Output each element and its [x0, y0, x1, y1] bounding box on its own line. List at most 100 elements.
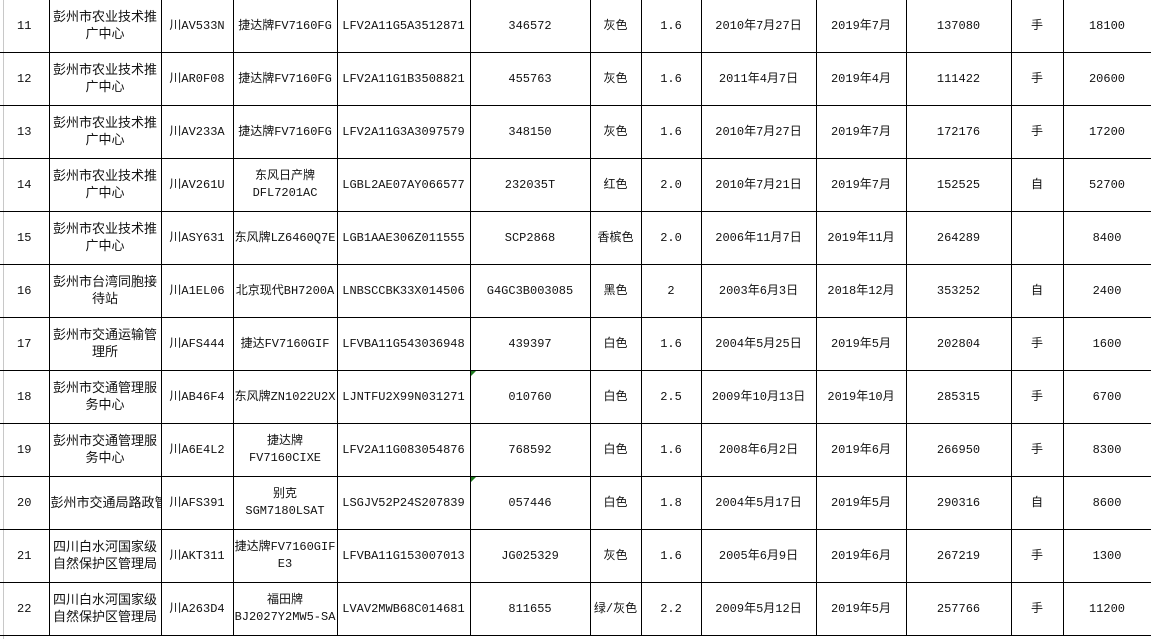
cell-register-date[interactable]: 2009年10月13日	[700, 370, 817, 424]
cell-displacement[interactable]: 1.8	[640, 476, 702, 530]
cell-engine-no[interactable]: 811655	[469, 582, 591, 636]
cell-price[interactable]: 1600	[1062, 317, 1151, 371]
cell-displacement[interactable]: 1.6	[640, 105, 702, 159]
cell-vin[interactable]: LFV2A11G1B3508821	[336, 52, 471, 106]
cell-engine-no[interactable]: 768592	[469, 423, 591, 477]
cell-unit[interactable]: 彭州市农业技术推广中心	[48, 211, 162, 265]
cell-color[interactable]: 黑色	[589, 264, 642, 318]
cell-displacement[interactable]: 1.6	[640, 52, 702, 106]
cell-color[interactable]: 灰色	[589, 52, 642, 106]
cell-color[interactable]: 白色	[589, 476, 642, 530]
cell-register-date[interactable]: 2011年4月7日	[700, 52, 817, 106]
cell-index[interactable]: 17	[0, 317, 50, 371]
cell-plate[interactable]: 川AFS444	[160, 317, 234, 371]
cell-inspection-date[interactable]: 2018年12月	[815, 264, 907, 318]
cell-displacement[interactable]: 2	[640, 264, 702, 318]
cell-price[interactable]: 1300	[1062, 529, 1151, 583]
cell-vin[interactable]: LNBSCCBK33X014506	[336, 264, 471, 318]
cell-inspection-date[interactable]: 2019年6月	[815, 423, 907, 477]
cell-plate[interactable]: 川A6E4L2	[160, 423, 234, 477]
cell-model[interactable]: 北京现代BH7200A	[232, 264, 338, 318]
cell-mileage[interactable]: 285315	[905, 370, 1012, 424]
cell-plate[interactable]: 川A263D4	[160, 582, 234, 636]
cell-mileage[interactable]: 137080	[905, 0, 1012, 53]
cell-register-date[interactable]: 2010年7月21日	[700, 158, 817, 212]
cell-price[interactable]: 2400	[1062, 264, 1151, 318]
cell-index[interactable]: 20	[0, 476, 50, 530]
cell-unit[interactable]: 彭州市农业技术推广中心	[48, 0, 162, 53]
cell-transmission[interactable]: 自	[1010, 476, 1064, 530]
cell-unit[interactable]: 彭州市台湾同胞接待站	[48, 264, 162, 318]
cell-model[interactable]: 东风日产牌DFL7201AC	[232, 158, 338, 212]
cell-inspection-date[interactable]: 2019年5月	[815, 317, 907, 371]
cell-index[interactable]: 11	[0, 0, 50, 53]
cell-plate[interactable]: 川AFS391	[160, 476, 234, 530]
cell-inspection-date[interactable]: 2019年6月	[815, 529, 907, 583]
cell-unit[interactable]: 彭州市交通管理服务中心	[48, 423, 162, 477]
cell-vin[interactable]: LJNTFU2X99N031271	[336, 370, 471, 424]
cell-vin[interactable]: LVAV2MWB68C014681	[336, 582, 471, 636]
cell-index[interactable]: 15	[0, 211, 50, 265]
cell-mileage[interactable]: 264289	[905, 211, 1012, 265]
cell-model[interactable]: 别克SGM7180LSAT	[232, 476, 338, 530]
cell-engine-no[interactable]: 010760	[469, 370, 591, 424]
cell-transmission[interactable]	[1010, 211, 1064, 265]
cell-price[interactable]: 8400	[1062, 211, 1151, 265]
cell-inspection-date[interactable]: 2019年11月	[815, 211, 907, 265]
cell-register-date[interactable]: 2004年5月25日	[700, 317, 817, 371]
cell-price[interactable]: 20600	[1062, 52, 1151, 106]
cell-unit[interactable]: 彭州市农业技术推广中心	[48, 158, 162, 212]
cell-transmission[interactable]: 手	[1010, 582, 1064, 636]
cell-price[interactable]: 52700	[1062, 158, 1151, 212]
cell-unit[interactable]: 彭州市农业技术推广中心	[48, 105, 162, 159]
cell-model[interactable]: 东风牌ZN1022U2X	[232, 370, 338, 424]
cell-transmission[interactable]: 自	[1010, 158, 1064, 212]
cell-mileage[interactable]: 111422	[905, 52, 1012, 106]
cell-plate[interactable]: 川AV533N	[160, 0, 234, 53]
cell-vin[interactable]: LFVBA11G153007013	[336, 529, 471, 583]
cell-unit[interactable]: 四川白水河国家级自然保护区管理局	[48, 529, 162, 583]
cell-engine-no[interactable]: 057446	[469, 476, 591, 530]
cell-model[interactable]: 东风牌LZ6460Q7E	[232, 211, 338, 265]
cell-plate[interactable]: 川AV261U	[160, 158, 234, 212]
cell-index[interactable]: 13	[0, 105, 50, 159]
cell-register-date[interactable]: 2003年6月3日	[700, 264, 817, 318]
cell-unit[interactable]: 四川白水河国家级自然保护区管理局	[48, 582, 162, 636]
cell-unit[interactable]: 彭州市农业技术推广中心	[48, 52, 162, 106]
cell-register-date[interactable]: 2005年6月9日	[700, 529, 817, 583]
cell-unit[interactable]: 彭州市交通运输管理所	[48, 317, 162, 371]
cell-mileage[interactable]: 266950	[905, 423, 1012, 477]
cell-index[interactable]: 14	[0, 158, 50, 212]
cell-mileage[interactable]: 202804	[905, 317, 1012, 371]
cell-color[interactable]: 白色	[589, 370, 642, 424]
cell-engine-no[interactable]: SCP2868	[469, 211, 591, 265]
cell-register-date[interactable]: 2010年7月27日	[700, 105, 817, 159]
cell-engine-no[interactable]: JG025329	[469, 529, 591, 583]
cell-price[interactable]: 8600	[1062, 476, 1151, 530]
cell-displacement[interactable]: 1.6	[640, 0, 702, 53]
cell-transmission[interactable]: 手	[1010, 529, 1064, 583]
cell-mileage[interactable]: 353252	[905, 264, 1012, 318]
cell-index[interactable]: 21	[0, 529, 50, 583]
cell-transmission[interactable]: 手	[1010, 0, 1064, 53]
cell-transmission[interactable]: 手	[1010, 370, 1064, 424]
cell-mileage[interactable]: 257766	[905, 582, 1012, 636]
cell-plate[interactable]: 川AB46F4	[160, 370, 234, 424]
cell-inspection-date[interactable]: 2019年7月	[815, 105, 907, 159]
cell-price[interactable]: 18100	[1062, 0, 1151, 53]
cell-transmission[interactable]: 手	[1010, 105, 1064, 159]
cell-price[interactable]: 17200	[1062, 105, 1151, 159]
cell-vin[interactable]: LFV2A11G5A3512871	[336, 0, 471, 53]
cell-price[interactable]: 8300	[1062, 423, 1151, 477]
cell-mileage[interactable]: 290316	[905, 476, 1012, 530]
cell-engine-no[interactable]: 455763	[469, 52, 591, 106]
cell-color[interactable]: 灰色	[589, 0, 642, 53]
cell-register-date[interactable]: 2010年7月27日	[700, 0, 817, 53]
cell-transmission[interactable]: 手	[1010, 52, 1064, 106]
cell-color[interactable]: 香槟色	[589, 211, 642, 265]
cell-model[interactable]: 捷达牌FV7160CIXE	[232, 423, 338, 477]
cell-index[interactable]: 19	[0, 423, 50, 477]
cell-color[interactable]: 红色	[589, 158, 642, 212]
cell-displacement[interactable]: 1.6	[640, 423, 702, 477]
cell-index[interactable]: 16	[0, 264, 50, 318]
